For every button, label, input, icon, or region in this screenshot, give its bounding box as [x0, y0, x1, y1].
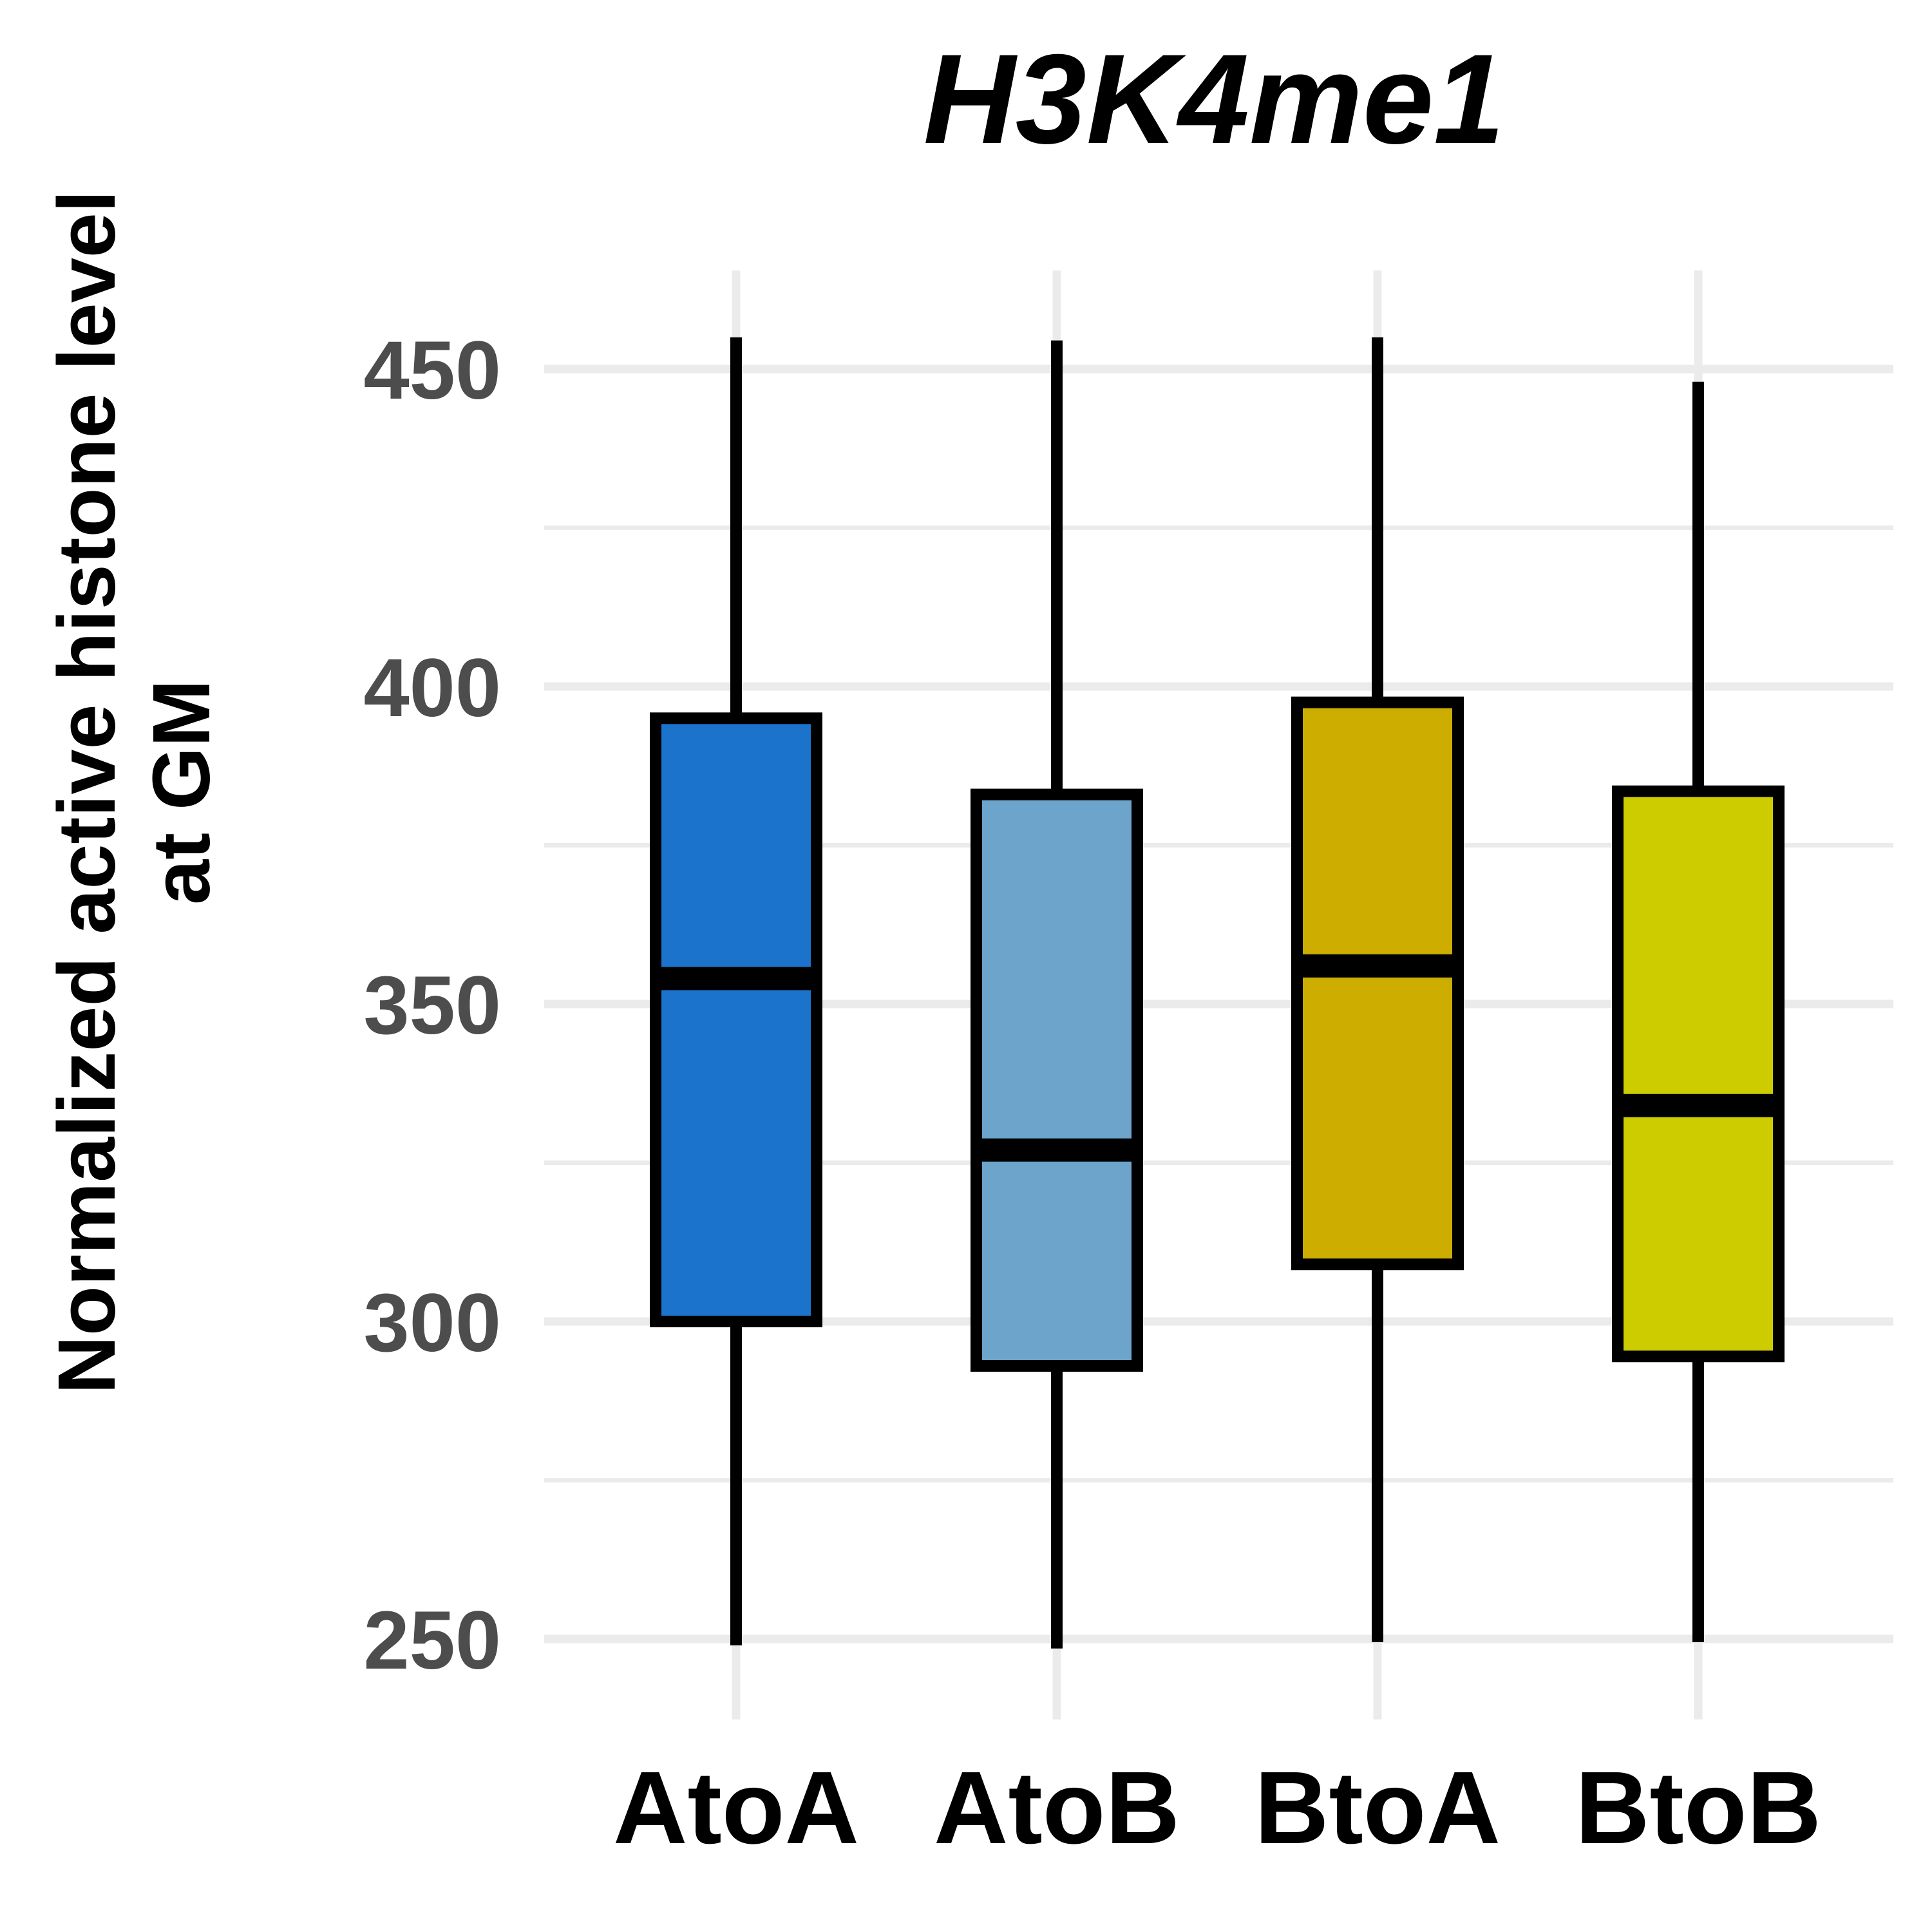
- y-tick-label: 350: [363, 960, 501, 1052]
- x-tick-label: BtoB: [1575, 1750, 1821, 1865]
- y-axis-ticks: 250 300 350 400 450: [363, 325, 501, 1687]
- box-atoa: [650, 712, 822, 1328]
- y-tick-label: 250: [363, 1595, 501, 1687]
- chart-title: H3K4me1: [923, 28, 1505, 170]
- box-btoa: [1291, 696, 1464, 1271]
- x-axis-ticks: AtoA AtoB BtoA BtoB: [613, 1750, 1821, 1865]
- x-tick-label: AtoA: [613, 1750, 859, 1865]
- y-axis-label-line-1: Normalized active histone level: [41, 190, 132, 1394]
- box-atob: [971, 788, 1143, 1372]
- x-tick-label: BtoA: [1255, 1750, 1501, 1865]
- x-tick-label: AtoB: [934, 1750, 1180, 1865]
- y-tick-label: 450: [363, 325, 501, 417]
- y-tick-label: 300: [363, 1277, 501, 1369]
- y-axis-label-line-2: at GM: [136, 679, 227, 905]
- boxes: [650, 337, 1785, 1649]
- y-tick-label: 400: [363, 642, 501, 734]
- box-btob: [1612, 785, 1785, 1363]
